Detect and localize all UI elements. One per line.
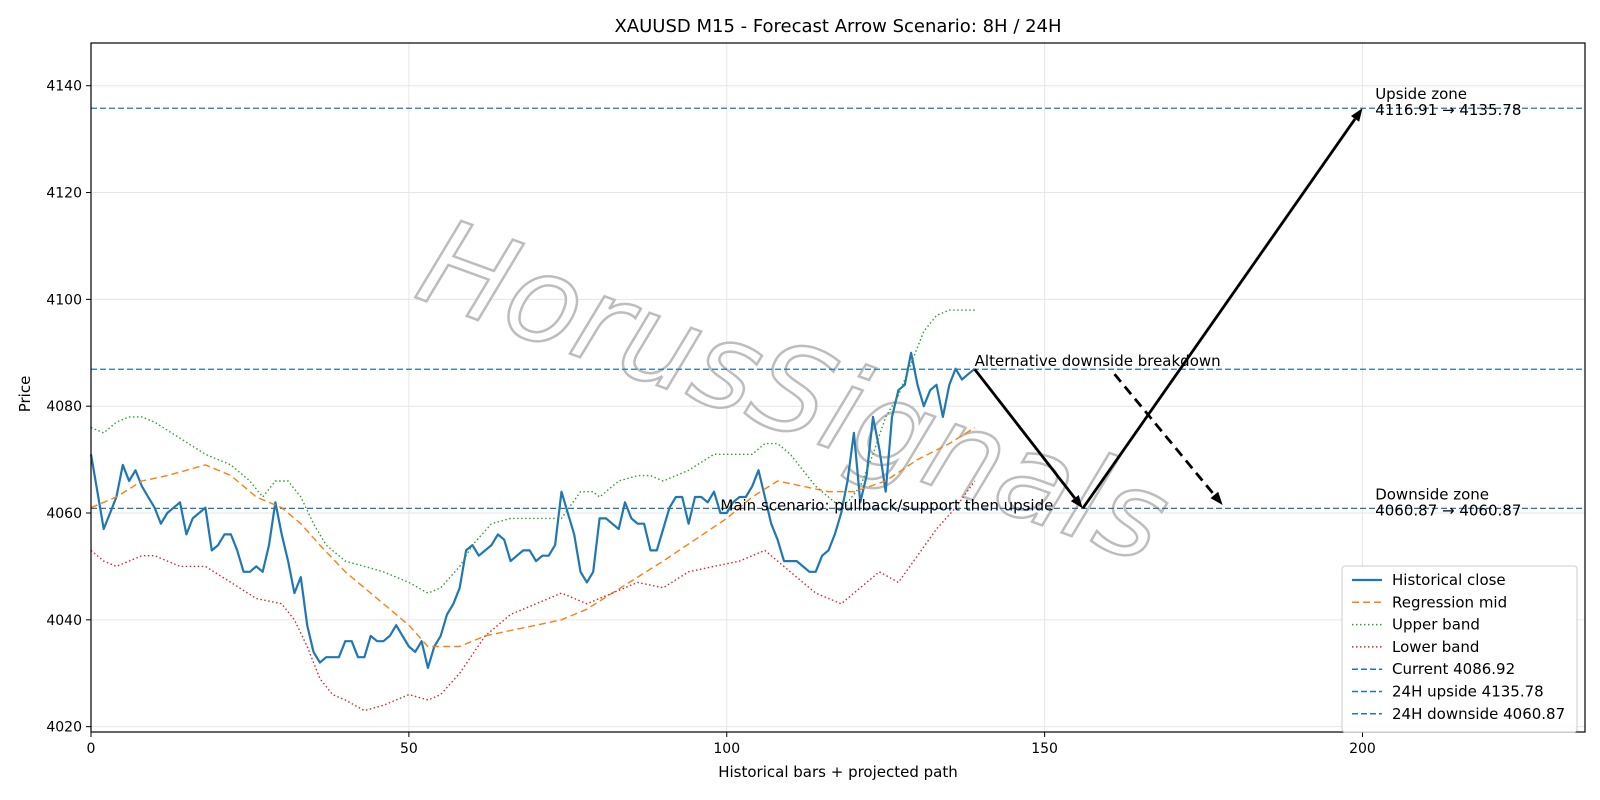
x-tick-label: 50 — [400, 741, 418, 757]
series-lines — [89, 309, 976, 712]
forecast-arrows — [973, 108, 1363, 510]
series-line — [90, 309, 975, 594]
y-tick-label: 4120 — [46, 186, 82, 202]
annotation-text: Alternative downside breakdown — [975, 352, 1221, 370]
reference-lines — [91, 107, 1585, 510]
y-tick-label: 4140 — [46, 79, 82, 95]
annotation-text: 4116.91 → 4135.78 — [1375, 101, 1521, 119]
annotation-text: 4060.87 → 4060.87 — [1375, 502, 1521, 520]
series-line — [90, 427, 976, 648]
chart-title: XAUUSD M15 - Forecast Arrow Scenario: 8H… — [614, 16, 1061, 37]
y-axis-label: Price — [16, 376, 34, 413]
y-tick-label: 4080 — [46, 399, 82, 415]
legend-label: Regression mid — [1392, 593, 1507, 611]
y-tick-label: 4040 — [46, 613, 82, 629]
legend-label: Upper band — [1392, 616, 1480, 634]
legend-label: Lower band — [1392, 638, 1479, 656]
arrow-head — [1210, 491, 1223, 506]
y-tick-label: 4020 — [46, 720, 82, 736]
arrow-head — [1070, 495, 1083, 509]
series-line — [90, 480, 976, 712]
legend-label: 24H downside 4060.87 — [1392, 705, 1565, 723]
legend: Historical close Regression mid Upper band… — [1341, 565, 1578, 733]
x-tick-label: 100 — [713, 741, 740, 757]
axis-ticks: 0 50 100 150 200 4020 4040 4060 4080 4100 4120 4140 — [46, 79, 1375, 757]
legend-label: 24H upside 4135.78 — [1392, 683, 1544, 701]
annotation-text: Upside zone — [1375, 85, 1467, 103]
y-tick-label: 4060 — [46, 506, 82, 522]
legend-label: Historical close — [1392, 571, 1506, 589]
legend-box — [1341, 565, 1578, 733]
x-tick-label: 0 — [87, 741, 96, 757]
forecast-arrow — [973, 368, 1076, 499]
x-axis-label: Historical bars + projected path — [718, 763, 958, 781]
x-tick-label: 200 — [1349, 741, 1376, 757]
annotation-text: Main scenario: pullback/support then ups… — [720, 496, 1053, 514]
y-tick-label: 4100 — [46, 292, 82, 308]
grid — [90, 43, 1585, 732]
legend-label: Current 4086.92 — [1392, 660, 1515, 678]
series-line — [89, 351, 976, 670]
forecast-arrow — [1113, 373, 1216, 496]
x-tick-label: 150 — [1031, 741, 1058, 757]
arrow-head — [1350, 108, 1363, 122]
annotation-text: Downside zone — [1375, 486, 1489, 504]
forecast-arrow — [1081, 118, 1357, 510]
plot-frame — [90, 42, 1586, 733]
